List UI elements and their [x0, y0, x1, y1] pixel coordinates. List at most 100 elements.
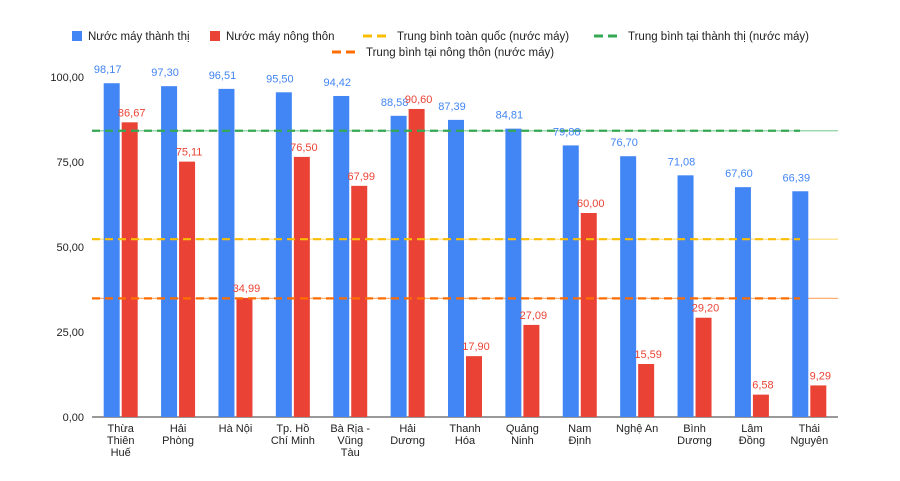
rural-bar: [293, 156, 310, 417]
rural-bar: [523, 324, 540, 417]
urban-value-label: 87,39: [438, 101, 466, 113]
urban-bar: [505, 128, 522, 417]
x-tick-label: Nguyên: [790, 435, 828, 447]
x-tick-label: Dương: [390, 435, 425, 447]
bars: [103, 83, 827, 418]
x-tick-label: Thanh: [449, 423, 480, 435]
urban-value-label: 97,30: [151, 67, 179, 79]
rural-value-label: 60,00: [577, 198, 605, 210]
urban-value-label: 76,70: [610, 137, 638, 149]
legend-national-avg-label: Trung bình toàn quốc (nước máy): [397, 31, 569, 43]
x-tick-label: Thái: [799, 423, 820, 435]
urban-bar: [275, 92, 292, 418]
rural-value-label: 15,59: [634, 349, 662, 361]
urban-bar: [218, 88, 235, 417]
reference-bands: [92, 130, 838, 299]
urban-bar: [620, 156, 637, 417]
x-tick-label: Hóa: [455, 435, 476, 447]
x-tick-label: Đồng: [739, 435, 765, 447]
x-tick-label: Lâm: [741, 423, 762, 435]
urban-bar: [390, 115, 407, 417]
rural-value-label: 67,99: [347, 171, 375, 183]
legend-urban-label: Nước máy thành thị: [88, 31, 190, 43]
rural-bar: [466, 356, 482, 417]
urban-value-label: 98,17: [94, 64, 122, 76]
urban-value-label: 84,81: [496, 110, 524, 122]
rural-bar: [752, 394, 769, 417]
urban-bar: [103, 83, 120, 418]
y-tick-label: 25,00: [56, 327, 84, 339]
rural-bar: [408, 108, 425, 418]
reference-lines: [92, 129, 800, 300]
rural-value-label: 6,58: [752, 380, 773, 392]
x-tick-label: Ninh: [511, 435, 534, 447]
value-labels: 98,17 86,67 97,30 75,11 96,51 34,99 95,50 76,50…: [94, 64, 831, 391]
rural-bar: [351, 185, 368, 417]
x-tick-label: Nghệ An: [616, 423, 658, 435]
y-tick-label: 100,00: [50, 72, 84, 84]
rural-value-label: 27,09: [520, 310, 548, 322]
legend-urban-avg: Trung bình tại thành thị (nước máy): [594, 31, 809, 43]
rural-bar: [236, 298, 253, 417]
urban-value-label: 88,58: [381, 97, 409, 109]
urban-value-label: 79,88: [553, 126, 581, 138]
legend-urban-avg-label: Trung bình tại thành thị (nước máy): [628, 31, 809, 43]
urban-bar: [677, 175, 694, 417]
x-tick-label: Bình: [683, 423, 706, 435]
rural-value-label: 34,99: [233, 283, 261, 295]
legend-rural-label: Nước máy nông thôn: [226, 31, 335, 43]
rural-bar: [695, 317, 712, 417]
x-tick-label: Tp. Hồ: [276, 423, 309, 435]
rural-bar: [121, 122, 138, 418]
urban-bar: [734, 187, 751, 417]
urban-value-label: 95,50: [266, 73, 294, 85]
urban-bar: [562, 145, 579, 417]
legend-national-avg: Trung bình toàn quốc (nước máy): [363, 31, 569, 43]
rural-value-label: 17,90: [462, 341, 490, 353]
rural-value-label: 9,29: [810, 370, 831, 382]
rural-value-label: 90,60: [405, 94, 433, 106]
x-tick-label: Dương: [677, 435, 712, 447]
x-tick-label: Phòng: [162, 435, 194, 447]
urban-value-label: 67,60: [725, 168, 753, 180]
y-tick-label: 75,00: [56, 157, 84, 169]
x-tick-label: Nam: [568, 423, 591, 435]
y-tick-label: 0,00: [63, 412, 84, 424]
x-tick-label: Huế: [111, 447, 131, 459]
rural-bar: [638, 363, 655, 417]
x-tick-label: Hải: [399, 423, 416, 435]
x-tick-label: Định: [568, 435, 591, 447]
urban-value-label: 96,51: [209, 70, 237, 82]
rural-value-label: 86,67: [118, 107, 146, 119]
x-tick-label: Quảng: [506, 423, 539, 435]
rural-value-label: 29,20: [692, 303, 720, 315]
rural-bar: [810, 385, 827, 417]
legend-urban-swatch: [72, 31, 82, 41]
x-tick-label: Thừa: [108, 423, 135, 435]
x-tick-label: Bà Rịa -: [330, 423, 370, 435]
x-tick-label: Vũng: [337, 435, 363, 447]
x-tick-label: Tàu: [341, 447, 360, 459]
y-axis: 0,00 25,00 50,00 75,00 100,00: [50, 72, 838, 424]
y-tick-label: 50,00: [56, 242, 84, 254]
legend: Nước máy thành thị Nước máy nông thôn Trun…: [72, 31, 809, 59]
x-tick-label: Hà Nội: [219, 423, 253, 435]
rural-value-label: 75,11: [176, 147, 203, 159]
rural-bar: [179, 161, 196, 417]
legend-rural: Nước máy nông thôn: [210, 31, 335, 43]
legend-rural-avg-label: Trung bình tại nông thôn (nước máy): [366, 47, 554, 59]
urban-value-label: 94,42: [323, 77, 351, 89]
urban-bar: [448, 119, 464, 418]
rural-bar: [580, 213, 597, 417]
urban-bar: [161, 86, 178, 418]
urban-value-label: 71,08: [668, 156, 696, 168]
urban-value-label: 66,39: [783, 172, 811, 184]
urban-bar: [333, 95, 350, 418]
urban-bar: [792, 191, 809, 417]
x-tick-label: Hải: [170, 423, 187, 435]
rural-value-label: 76,50: [290, 142, 318, 154]
legend-rural-avg: Trung bình tại nông thôn (nước máy): [332, 47, 554, 59]
legend-urban: Nước máy thành thị: [72, 31, 190, 43]
